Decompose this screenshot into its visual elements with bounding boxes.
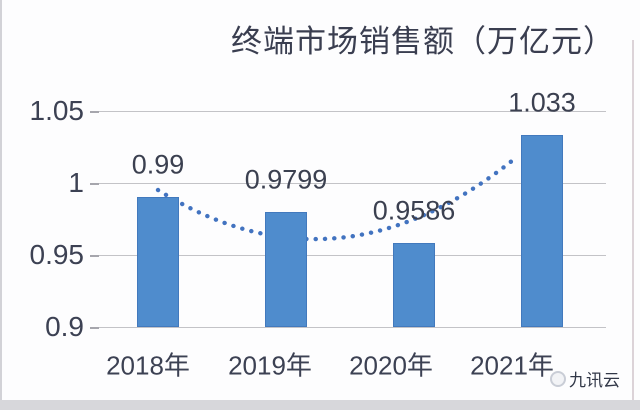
x-tick-label: 2020年 (349, 350, 433, 381)
y-axis-tick (90, 326, 99, 329)
trendline-path (155, 153, 521, 242)
gridline-1 (90, 183, 606, 184)
gridline-0.9 (90, 327, 606, 328)
bar-2020年 (393, 242, 435, 327)
y-tick-label: 1.05 (29, 95, 85, 126)
gridline-0.95 (90, 255, 606, 256)
card-right-border (632, 40, 634, 410)
y-axis-tick (90, 254, 99, 257)
x-tick-label: 2021年 (470, 350, 554, 381)
data-label: 0.9799 (244, 164, 328, 195)
bar-2019年 (265, 211, 307, 327)
y-axis-tick (90, 110, 99, 113)
y-tick-label: 0.9 (45, 311, 84, 342)
x-tick-label: 2018年 (106, 350, 190, 381)
watermark: 九讯云 (550, 366, 620, 391)
chart-title: 终端市场销售额（万亿元） (231, 24, 615, 59)
bar-2021年 (521, 135, 563, 327)
y-tick-label: 1 (68, 167, 84, 198)
card-left-border (0, 0, 2, 410)
watermark-label: 九讯云 (569, 371, 620, 390)
cloud-logo-icon (550, 370, 566, 387)
bar-2018年 (137, 197, 179, 327)
footer-band (0, 400, 640, 410)
gridline-1.05 (90, 111, 606, 112)
data-label: 0.99 (131, 149, 185, 180)
y-tick-label: 0.95 (29, 239, 85, 270)
y-axis-tick (90, 182, 99, 185)
data-label: 0.9586 (372, 195, 456, 226)
data-label: 1.033 (508, 87, 576, 118)
x-tick-label: 2019年 (228, 350, 312, 381)
